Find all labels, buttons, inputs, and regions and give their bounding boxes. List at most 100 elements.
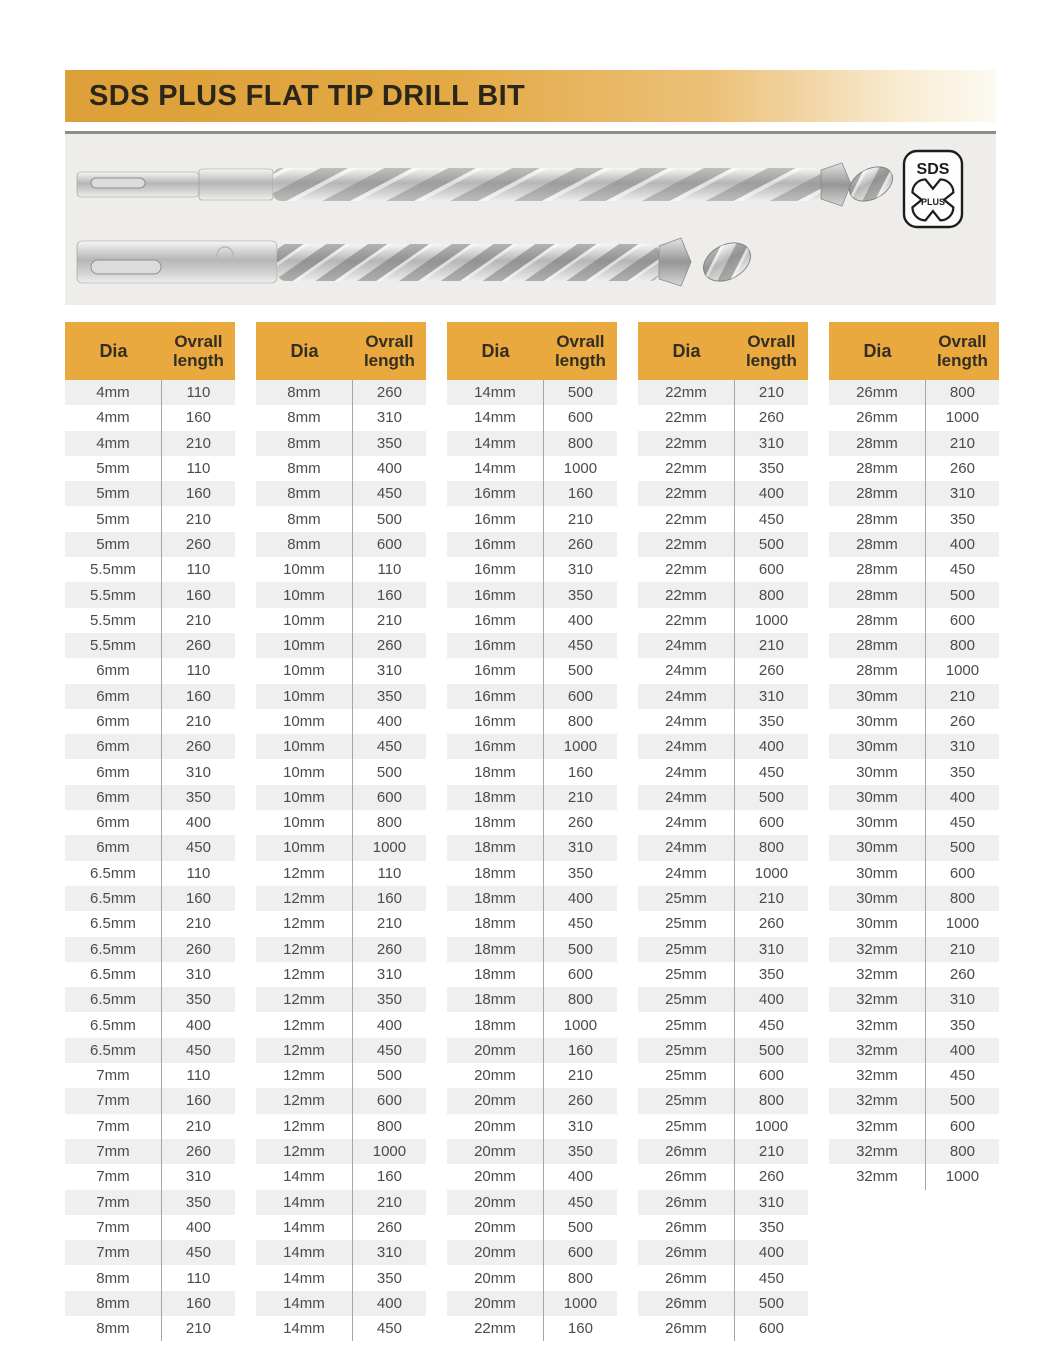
- dia-cell: 25mm: [638, 1088, 735, 1114]
- table-row: 24mm 600: [638, 810, 808, 836]
- length-cell: 1000: [563, 1016, 598, 1034]
- table-row: 12mm 500: [256, 1063, 426, 1089]
- table-row: 12mm 260: [256, 936, 426, 962]
- table-row: 12mm 1000: [256, 1138, 426, 1165]
- table-row: 22mm 260: [638, 405, 808, 431]
- dia-cell: 25mm: [638, 1063, 735, 1089]
- length-cell: 450: [376, 1041, 402, 1059]
- length-cell: 450: [949, 1067, 975, 1085]
- table-row: 8mm 400: [256, 455, 426, 482]
- table-row: 6mm 350: [65, 784, 235, 811]
- table-row: 5mm 260: [65, 531, 235, 558]
- length-cell: 350: [567, 1143, 593, 1161]
- table-row: 28mm 260: [829, 455, 999, 482]
- length-cell: 310: [949, 738, 975, 756]
- dia-cell: 10mm: [256, 658, 353, 684]
- length-cell: 110: [186, 864, 211, 882]
- length-cell: 350: [185, 788, 211, 806]
- dia-cell: 6mm: [65, 708, 162, 735]
- length-cell: 350: [376, 991, 402, 1009]
- dia-cell: 8mm: [256, 531, 353, 558]
- table-row: 12mm 600: [256, 1088, 426, 1114]
- dia-cell: 16mm: [447, 481, 544, 507]
- table-row: 6.5mm 400: [65, 1012, 235, 1038]
- length-cell: 1000: [372, 839, 407, 857]
- table-row: 16mm 350: [447, 582, 617, 608]
- length-cell: 1000: [945, 915, 980, 933]
- length-cell: 400: [185, 1218, 211, 1236]
- length-cell: 210: [376, 611, 402, 629]
- table-row: 10mm 800: [256, 810, 426, 836]
- table-row: 26mm 310: [638, 1189, 808, 1215]
- length-cell: 160: [185, 1294, 211, 1312]
- table-row: 10mm 110: [256, 557, 426, 583]
- length-cell: 400: [949, 788, 975, 806]
- dia-cell: 20mm: [447, 1037, 544, 1064]
- length-cell: 160: [185, 890, 211, 908]
- table-row: 28mm 350: [829, 506, 999, 532]
- dia-header: Dia: [672, 340, 701, 361]
- dia-cell: 24mm: [638, 632, 735, 659]
- table-row: 18mm 350: [447, 860, 617, 886]
- table-body: 14mm 500 14mm 600 14mm 800 14mm 1000 16mm 160 16mm…: [447, 380, 617, 1342]
- dia-cell: 6mm: [65, 835, 162, 861]
- table-row: 26mm 260: [638, 1164, 808, 1190]
- length-cell: 110: [186, 662, 211, 680]
- dia-cell: 28mm: [829, 632, 926, 659]
- table-row: 28mm 500: [829, 582, 999, 608]
- length-header: Ovrall length: [926, 322, 999, 380]
- length-cell: 400: [758, 1244, 784, 1262]
- table-row: 16mm 500: [447, 658, 617, 684]
- table-row: 10mm 400: [256, 708, 426, 735]
- length-cell: 160: [185, 586, 211, 604]
- table-row: 5.5mm 110: [65, 557, 235, 583]
- table-row: 32mm 210: [829, 936, 999, 962]
- dia-cell: 32mm: [829, 1088, 926, 1114]
- table-row: 12mm 310: [256, 961, 426, 988]
- table-body: 4mm 110 4mm 160 4mm 210 5mm 110 5mm 160 5mm 210 5mm 2…: [65, 380, 235, 1342]
- length-cell: 210: [376, 915, 402, 933]
- length-cell: 800: [567, 1269, 593, 1287]
- length-cell: 310: [567, 839, 593, 857]
- table-row: 20mm 450: [447, 1189, 617, 1215]
- dia-cell: 24mm: [638, 759, 735, 785]
- table-row: 26mm 800: [829, 380, 999, 406]
- table-row: 26mm 600: [638, 1315, 808, 1342]
- length-cell: 600: [376, 788, 402, 806]
- dia-cell: 10mm: [256, 759, 353, 785]
- length-cell: 400: [376, 1016, 402, 1034]
- tip-cross-section-bottom: [703, 242, 751, 282]
- length-cell: 160: [376, 1168, 402, 1186]
- dia-cell: 32mm: [829, 1164, 926, 1190]
- length-cell: 310: [949, 485, 975, 503]
- table-row: 20mm 160: [447, 1037, 617, 1064]
- length-cell: 600: [758, 1320, 784, 1338]
- table-row: 30mm 310: [829, 734, 999, 760]
- length-cell: 210: [185, 713, 211, 730]
- table-row: 24mm 500: [638, 784, 808, 811]
- length-cell: 1000: [754, 1117, 789, 1135]
- dia-cell: 26mm: [638, 1164, 735, 1190]
- table-row: 28mm 1000: [829, 658, 999, 684]
- table-row: 14mm 450: [256, 1315, 426, 1342]
- table-row: 24mm 210: [638, 632, 808, 659]
- length-cell: 260: [185, 1143, 211, 1161]
- dia-cell: 20mm: [447, 1240, 544, 1266]
- length-cell: 500: [567, 1218, 593, 1236]
- product-photo-panel: SDS PLUS: [65, 131, 996, 305]
- length-header-line2: length: [554, 351, 606, 370]
- table-row: 6.5mm 310: [65, 961, 235, 988]
- table-row: 14mm 350: [256, 1265, 426, 1291]
- dia-cell: 5.5mm: [65, 557, 162, 583]
- length-cell: 310: [376, 1244, 402, 1262]
- length-cell: 1000: [563, 738, 598, 756]
- dia-cell: 18mm: [447, 1012, 544, 1038]
- title-banner: SDS PLUS FLAT TIP DRILL BIT: [65, 70, 996, 122]
- table-row: 7mm 310: [65, 1164, 235, 1190]
- dia-cell: 22mm: [638, 430, 735, 456]
- length-cell: 210: [758, 890, 784, 908]
- dia-cell: 12mm: [256, 1113, 353, 1139]
- length-cell: 350: [376, 434, 402, 452]
- length-cell: 1000: [945, 662, 980, 680]
- dia-cell: 20mm: [447, 1189, 544, 1215]
